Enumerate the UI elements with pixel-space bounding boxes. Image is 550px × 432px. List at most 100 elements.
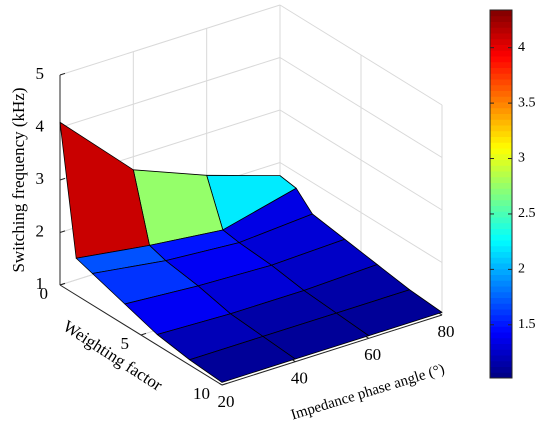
colorbar-swatch bbox=[490, 349, 512, 356]
x-tick-label: 20 bbox=[218, 392, 235, 411]
colorbar-swatch bbox=[490, 176, 512, 183]
surface-face bbox=[59, 121, 150, 259]
colorbar-swatch bbox=[490, 291, 512, 298]
colorbar-swatch bbox=[490, 286, 512, 293]
colorbar-swatch bbox=[490, 372, 512, 379]
colorbar-swatch bbox=[490, 142, 512, 149]
colorbar-swatch bbox=[490, 217, 512, 224]
colorbar-swatch bbox=[490, 171, 512, 178]
z-tick-label: 1 bbox=[36, 274, 45, 293]
colorbar-swatch bbox=[490, 73, 512, 80]
colorbar-swatch bbox=[490, 222, 512, 229]
colorbar-swatch bbox=[490, 113, 512, 120]
colorbar-swatch bbox=[490, 50, 512, 57]
colorbar-tick-label: 4 bbox=[518, 40, 525, 55]
colorbar-swatch bbox=[490, 148, 512, 155]
grid-line bbox=[279, 162, 443, 263]
y-tick bbox=[221, 382, 228, 386]
colorbar-frame bbox=[489, 9, 513, 379]
colorbar-swatch bbox=[490, 314, 512, 321]
y-tick bbox=[59, 282, 66, 286]
x-tick bbox=[439, 312, 443, 316]
x-tick-label: 60 bbox=[364, 345, 381, 364]
colorbar-swatch bbox=[490, 90, 512, 97]
colorbar-swatch bbox=[490, 159, 512, 166]
colorbar-swatch bbox=[490, 366, 512, 373]
colorbar-swatch bbox=[490, 274, 512, 281]
grid-line bbox=[59, 57, 281, 128]
z-tick-label: 4 bbox=[36, 116, 45, 135]
z-tick-label: 5 bbox=[36, 64, 45, 83]
x-axis bbox=[221, 314, 443, 386]
colorbar-swatch bbox=[490, 79, 512, 86]
z-tick bbox=[59, 230, 66, 233]
colorbar: 1.5 2 2.5 3 3.5 4 bbox=[489, 9, 536, 379]
colorbar-tick-label: 3.5 bbox=[518, 95, 536, 110]
colorbar-swatch bbox=[490, 44, 512, 51]
colorbar-swatch bbox=[490, 297, 512, 304]
colorbar-swatch bbox=[490, 194, 512, 201]
colorbar-swatch bbox=[490, 263, 512, 270]
colorbar-swatch bbox=[490, 119, 512, 126]
colorbar-swatch bbox=[490, 84, 512, 91]
grid-line bbox=[59, 4, 281, 76]
colorbar-swatch bbox=[490, 332, 512, 339]
surface bbox=[59, 121, 443, 383]
x-tick-label: 40 bbox=[291, 369, 308, 388]
colorbar-swatch bbox=[490, 27, 512, 34]
x-tick-label: 80 bbox=[438, 322, 455, 341]
z-tick bbox=[59, 177, 66, 181]
colorbar-swatch bbox=[490, 360, 512, 367]
z-tick-label: 3 bbox=[36, 169, 45, 188]
colorbar-swatch bbox=[490, 153, 512, 160]
grid-line bbox=[279, 57, 443, 158]
colorbar-swatch bbox=[490, 21, 512, 28]
colorbar-swatch bbox=[490, 136, 512, 143]
colorbar-swatch bbox=[490, 165, 512, 172]
colorbar-swatch bbox=[490, 96, 512, 103]
grid-line bbox=[279, 109, 443, 211]
colorbar-swatch bbox=[490, 245, 512, 252]
colorbar-swatch bbox=[490, 33, 512, 40]
colorbar-swatch bbox=[490, 309, 512, 316]
colorbar-swatch bbox=[490, 188, 512, 195]
colorbar-swatch bbox=[490, 343, 512, 350]
colorbar-swatch bbox=[490, 337, 512, 344]
colorbar-swatch bbox=[490, 320, 512, 327]
surface-face bbox=[189, 336, 296, 383]
colorbar-swatch bbox=[490, 280, 512, 287]
y-tick-label: 10 bbox=[193, 384, 210, 403]
x-tick bbox=[219, 382, 223, 386]
colorbar-swatch bbox=[490, 251, 512, 258]
colorbar-swatch bbox=[490, 107, 512, 114]
colorbar-swatch bbox=[490, 355, 512, 362]
z-tick-label: 2 bbox=[36, 221, 45, 240]
colorbar-swatch bbox=[490, 125, 512, 132]
colorbar-swatch bbox=[490, 67, 512, 74]
colorbar-swatch bbox=[490, 211, 512, 218]
colorbar-swatch bbox=[490, 56, 512, 63]
z-tick bbox=[59, 72, 66, 76]
colorbar-swatch bbox=[490, 205, 512, 212]
colorbar-swatch bbox=[490, 10, 512, 17]
colorbar-swatch bbox=[490, 303, 512, 310]
colorbar-swatch bbox=[490, 130, 512, 137]
colorbar-swatch bbox=[490, 38, 512, 45]
y-tick-label: 0 bbox=[40, 284, 49, 303]
colorbar-swatch bbox=[490, 240, 512, 247]
colorbar-swatch bbox=[490, 199, 512, 206]
colorbar-swatch bbox=[490, 61, 512, 68]
colorbar-tick-label: 1.5 bbox=[518, 317, 536, 332]
grid-line bbox=[279, 4, 443, 106]
colorbar-swatch bbox=[490, 15, 512, 22]
colorbar-swatch bbox=[490, 257, 512, 264]
colorbar-tick-label: 2 bbox=[518, 262, 525, 277]
colorbar-swatch bbox=[490, 326, 512, 333]
colorbar-swatch bbox=[490, 268, 512, 275]
y-tick-label: 5 bbox=[121, 334, 130, 353]
colorbar-swatch bbox=[490, 228, 512, 235]
colorbar-swatch bbox=[490, 234, 512, 241]
colorbar-swatch bbox=[490, 182, 512, 189]
colorbar-tick-label: 2.5 bbox=[518, 206, 536, 221]
